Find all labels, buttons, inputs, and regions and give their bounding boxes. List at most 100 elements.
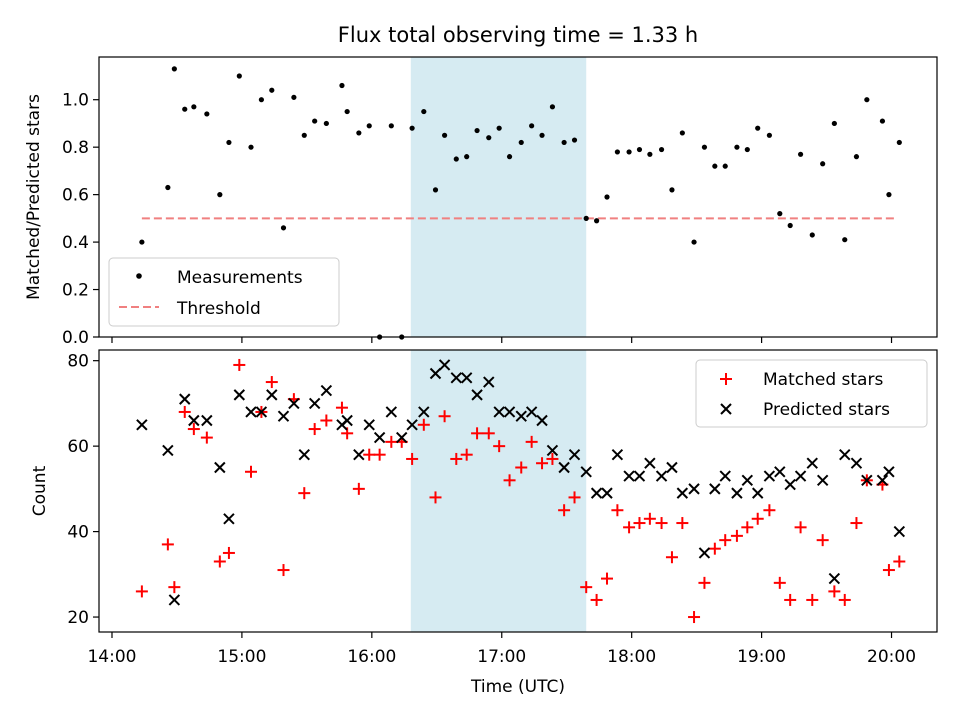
- measurement-point: [258, 97, 265, 103]
- matched-star-point: [320, 414, 333, 427]
- measurement-point: [669, 187, 675, 193]
- predicted-star-point: [839, 448, 851, 461]
- measurement-point: [280, 225, 287, 231]
- measurement-point: [453, 156, 459, 162]
- measurement-point: [712, 163, 718, 169]
- matched-star-point: [741, 521, 754, 534]
- measurement-point: [594, 218, 600, 224]
- matched-star-point: [751, 512, 764, 525]
- measurement-point: [474, 127, 480, 134]
- predicted-star-point: [719, 470, 731, 482]
- matched-star-point: [655, 517, 668, 530]
- predicted-star-point: [162, 444, 174, 457]
- matched-star-point: [600, 572, 613, 585]
- predicted-star-point: [320, 384, 333, 397]
- measurement-point: [853, 154, 860, 160]
- matched-star-point: [373, 448, 386, 461]
- legend-matched-marker: [720, 373, 732, 385]
- matched-star-point: [471, 427, 484, 440]
- measurement-point: [388, 123, 394, 129]
- predicted-star-point: [893, 525, 906, 538]
- matched-star-point: [482, 427, 495, 440]
- measurement-point: [787, 222, 793, 229]
- matched-star-point: [493, 440, 506, 453]
- predicted-star-point: [883, 466, 895, 478]
- predicted-star-point: [255, 406, 268, 418]
- matched-star-point: [363, 448, 376, 461]
- measurement-point: [896, 139, 902, 146]
- matched-star-point: [438, 410, 451, 423]
- measurement-point: [432, 187, 439, 193]
- matched-star-point: [503, 474, 516, 487]
- matched-star-point: [298, 487, 311, 500]
- matched-star-point: [893, 555, 906, 568]
- matched-star-point: [233, 358, 246, 371]
- predicted-star-point: [568, 448, 581, 461]
- measurement-point: [864, 97, 870, 103]
- measurement-point: [486, 135, 492, 141]
- predicted-star-point: [698, 547, 711, 559]
- predicted-star-point: [418, 406, 430, 418]
- predicted-star-point: [623, 470, 635, 482]
- predicted-star-point: [429, 367, 442, 380]
- measurement-point: [701, 144, 708, 150]
- predicted-star-point: [353, 448, 365, 461]
- measurement-point: [879, 118, 886, 124]
- predicted-star-point: [876, 474, 889, 487]
- predicted-star-point: [525, 406, 538, 418]
- top-y-tick-label: 0.4: [62, 233, 89, 253]
- matched-star-point: [643, 512, 656, 525]
- matched-star-point: [429, 491, 442, 504]
- predicted-star-point: [385, 406, 398, 418]
- predicted-star-point: [471, 389, 483, 401]
- legend-measurements-marker: [136, 273, 142, 279]
- predicted-star-point: [828, 572, 841, 585]
- matched-star-point: [719, 534, 732, 547]
- matched-star-point: [763, 504, 776, 517]
- measurement-point: [722, 163, 728, 169]
- measurement-point: [777, 211, 783, 217]
- matched-star-point: [633, 517, 646, 530]
- measurement-point: [496, 125, 502, 131]
- predicted-star-point: [298, 448, 310, 461]
- measurement-point: [182, 106, 188, 112]
- matched-star-point: [161, 538, 174, 551]
- matched-star-point: [816, 534, 829, 547]
- matched-star-point: [676, 517, 689, 530]
- legend-threshold-label: Threshold: [176, 299, 261, 319]
- predicted-star-point: [223, 513, 235, 525]
- measurement-point: [614, 149, 620, 155]
- measurement-point: [604, 194, 610, 200]
- measurement-point: [165, 184, 171, 191]
- measurement-point: [366, 123, 372, 129]
- measurement-point: [409, 125, 415, 131]
- predicted-star-point: [406, 419, 418, 431]
- measurement-point: [809, 232, 815, 238]
- measurement-point: [679, 130, 685, 136]
- x-axis-label: Time (UTC): [470, 677, 565, 697]
- predicted-star-point: [233, 389, 246, 401]
- matched-star-point: [665, 551, 678, 564]
- measurement-point: [248, 144, 254, 150]
- predicted-star-point: [590, 487, 603, 499]
- matched-star-point: [882, 564, 895, 577]
- matched-star-point: [611, 504, 624, 517]
- matched-star-point: [200, 431, 213, 444]
- matched-star-point: [265, 376, 278, 389]
- matched-star-point: [515, 461, 528, 474]
- predicted-star-point: [774, 466, 786, 478]
- predicted-star-point: [644, 457, 656, 469]
- matched-star-point: [580, 581, 593, 594]
- matched-star-point: [794, 521, 807, 534]
- measurement-point: [339, 82, 345, 89]
- matched-star-point: [135, 585, 148, 598]
- matched-star-point: [536, 457, 549, 470]
- top-axes-frame: [98, 56, 938, 338]
- predicted-star-point: [611, 448, 624, 461]
- matched-star-point: [308, 423, 321, 436]
- x-tick-label: 15:00: [217, 647, 266, 667]
- top-y-tick-label: 0.0: [62, 328, 89, 348]
- predicted-star-point: [396, 431, 408, 444]
- legend-predicted-marker: [720, 403, 732, 415]
